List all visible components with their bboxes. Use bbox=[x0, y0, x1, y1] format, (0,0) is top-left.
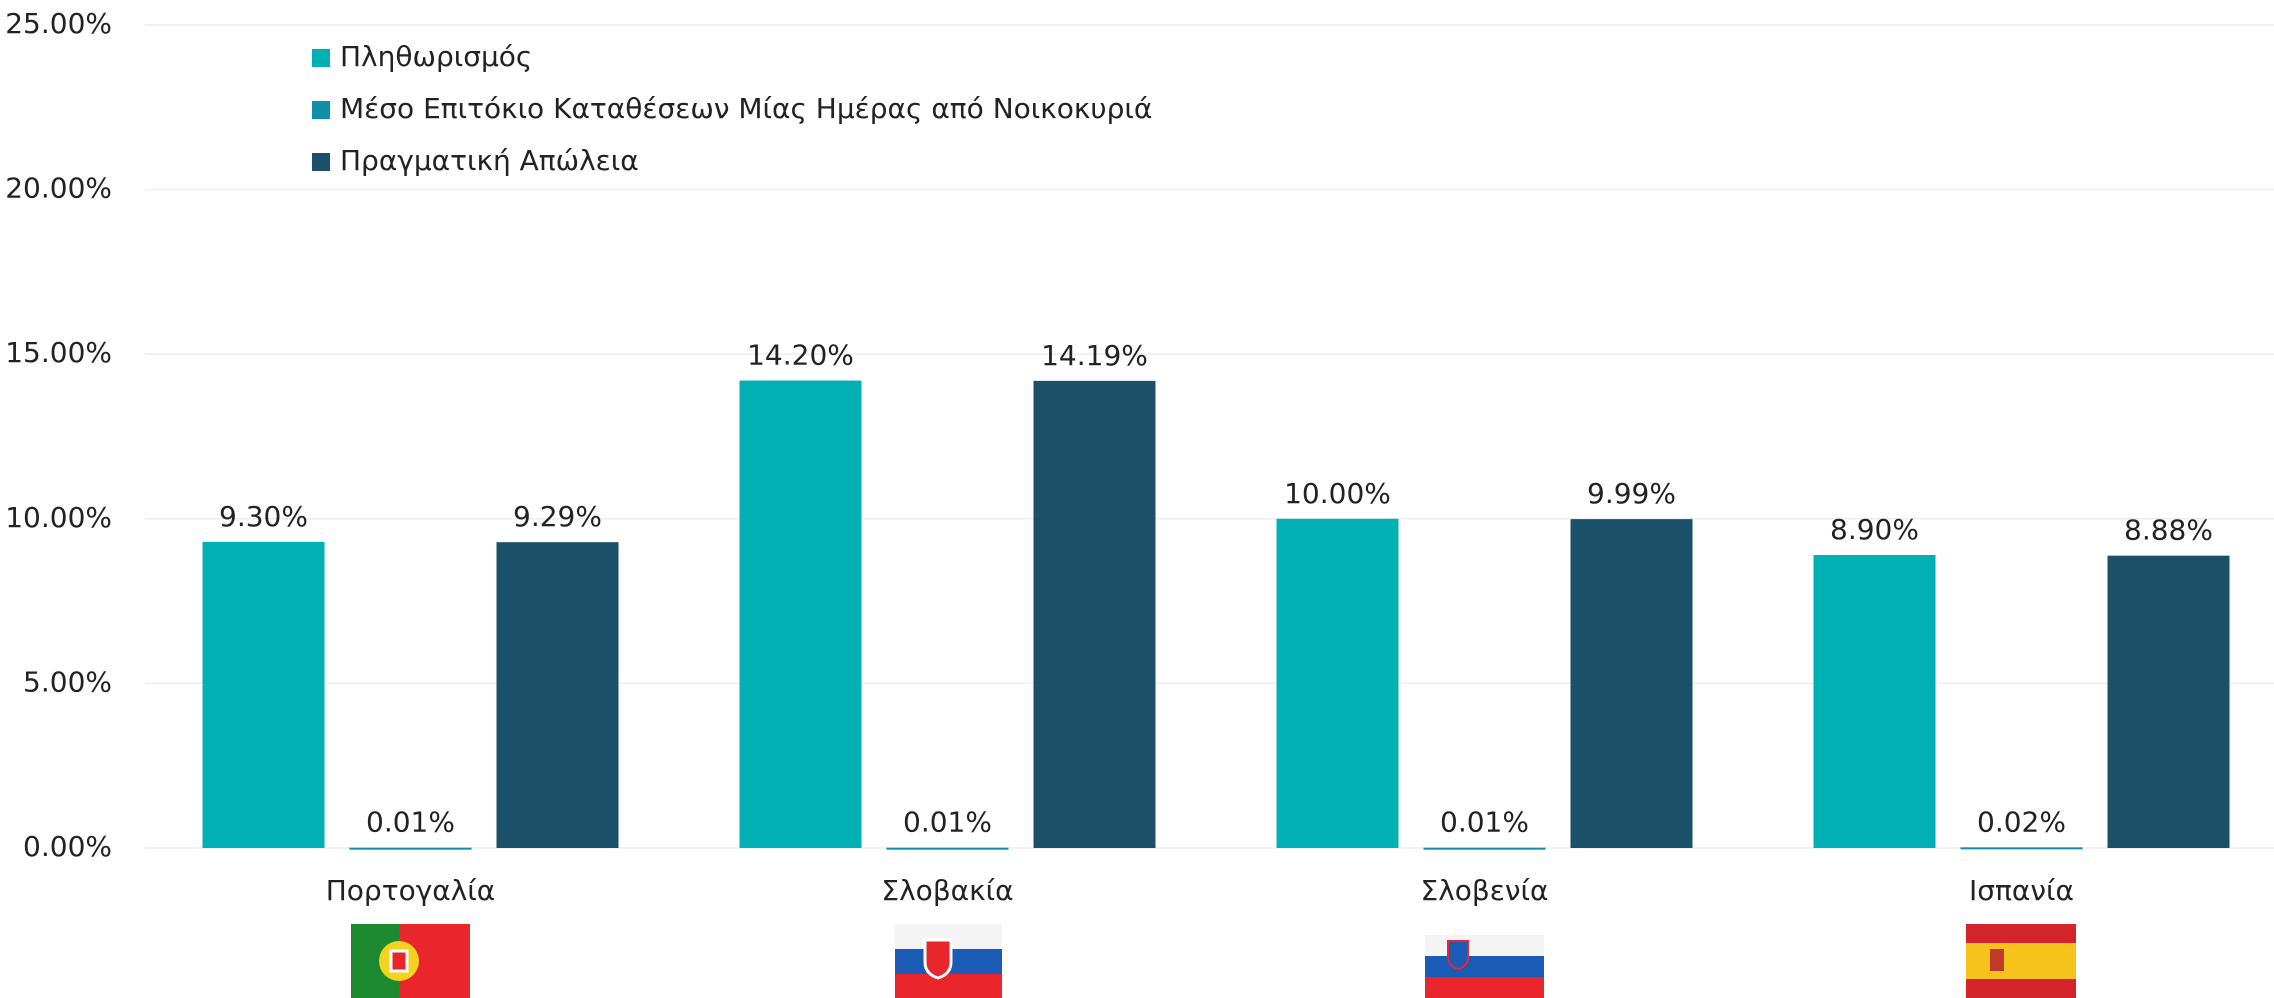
x-tick-label: Σλοβακία bbox=[881, 874, 1013, 907]
bar bbox=[1423, 847, 1546, 850]
data-label: 8.88% bbox=[2124, 514, 2213, 547]
bar bbox=[2107, 555, 2230, 848]
data-label: 0.01% bbox=[366, 806, 455, 839]
data-label: 10.00% bbox=[1284, 477, 1391, 510]
flag-spain bbox=[1966, 924, 2076, 998]
bar bbox=[1033, 380, 1156, 848]
y-tick-label: 15.00% bbox=[5, 336, 112, 369]
x-tick-label: Σλοβενία bbox=[1421, 874, 1549, 907]
bar bbox=[886, 847, 1009, 850]
data-label: 0.01% bbox=[903, 806, 992, 839]
y-tick-label: 10.00% bbox=[5, 501, 112, 534]
data-label: 0.01% bbox=[1440, 806, 1529, 839]
data-label: 9.99% bbox=[1587, 477, 1676, 510]
legend-swatch bbox=[312, 153, 330, 171]
data-label: 9.29% bbox=[513, 500, 602, 533]
bar bbox=[1960, 847, 2083, 850]
data-label: 8.90% bbox=[1830, 513, 1919, 546]
legend-swatch bbox=[312, 101, 330, 119]
bar bbox=[349, 847, 472, 850]
flag-portugal bbox=[351, 924, 470, 998]
legend-label: Μέσο Επιτόκιο Καταθέσεων Μίας Ημέρας από… bbox=[340, 92, 1152, 125]
legend-label: Πληθωρισμός bbox=[340, 40, 532, 73]
legend-label: Πραγματική Απώλεια bbox=[340, 144, 639, 177]
legend-swatch bbox=[312, 49, 330, 67]
flag-slovakia bbox=[895, 924, 1002, 998]
flag-slovenia bbox=[1425, 935, 1544, 998]
bar bbox=[739, 380, 862, 848]
bar bbox=[1276, 518, 1399, 848]
bar bbox=[1813, 555, 1936, 848]
x-tick-label: Ισπανία bbox=[1969, 874, 2074, 907]
data-label: 14.20% bbox=[747, 339, 854, 372]
bar bbox=[202, 541, 325, 848]
bar bbox=[496, 542, 619, 848]
y-tick-label: 0.00% bbox=[23, 830, 112, 863]
x-tick-label: Πορτογαλία bbox=[326, 874, 495, 907]
data-label: 14.19% bbox=[1041, 339, 1148, 372]
bar bbox=[1570, 519, 1693, 848]
data-label: 0.02% bbox=[1977, 805, 2066, 838]
data-label: 9.30% bbox=[219, 500, 308, 533]
y-tick-label: 5.00% bbox=[23, 665, 112, 698]
y-tick-label: 20.00% bbox=[5, 172, 112, 205]
flags bbox=[351, 924, 2076, 998]
y-tick-label: 25.00% bbox=[5, 7, 112, 40]
